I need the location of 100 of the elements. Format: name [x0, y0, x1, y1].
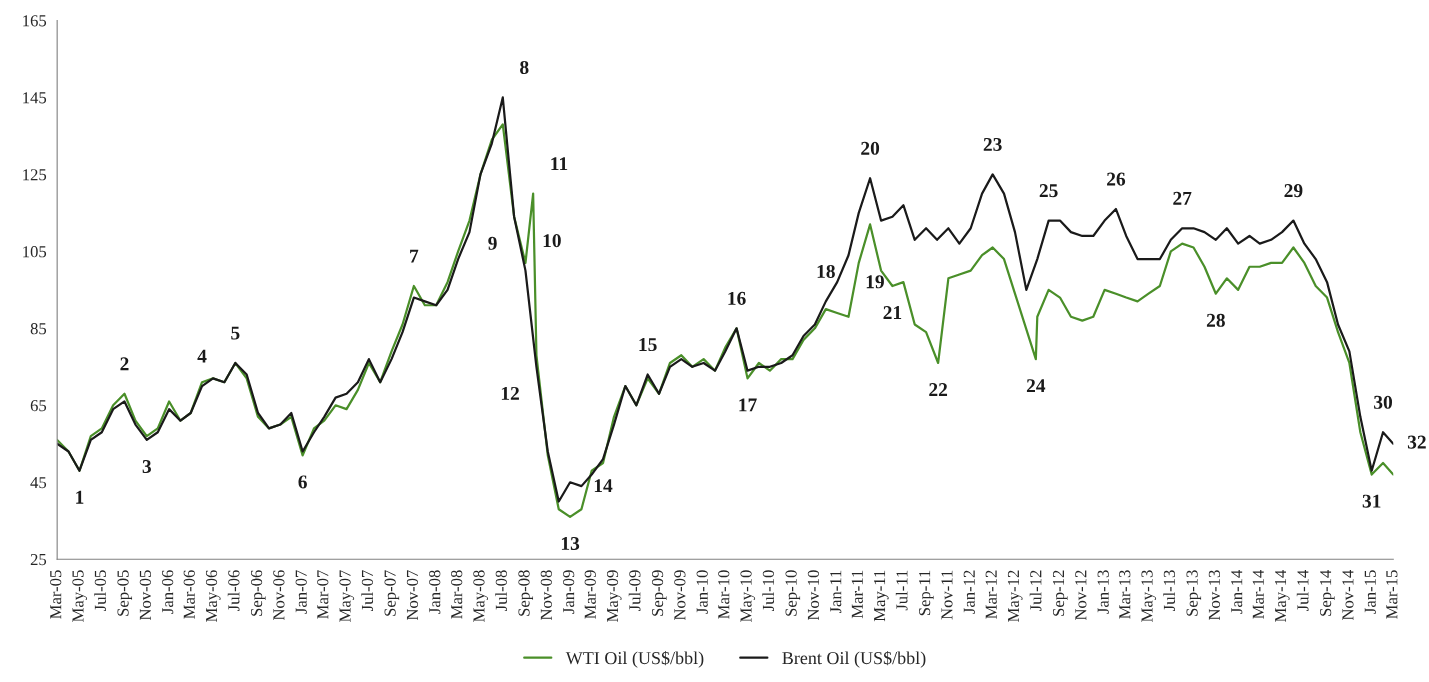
x-tick-label: Sep-05: [117, 570, 133, 616]
y-tick-label: 25: [30, 553, 47, 566]
y-tick-label: 85: [30, 323, 47, 335]
x-tick-label: Sep-09: [651, 570, 667, 616]
annotation: 6: [298, 475, 307, 489]
annotation: 7: [410, 249, 419, 263]
x-tick-label: May-08: [473, 570, 489, 622]
legend-label: Brent Oil (US$/bbl): [782, 650, 926, 668]
x-tick-label: Sep-12: [1052, 570, 1068, 616]
annotation: 27: [1173, 191, 1192, 205]
x-tick-label: Jul-09: [628, 570, 641, 611]
x-tick-label: Jul-08: [495, 570, 507, 611]
x-tick-label: Sep-11: [919, 570, 934, 616]
x-tick-label: Sep-10: [785, 570, 801, 616]
x-tick-label: Jul-11: [895, 570, 908, 611]
y-tick-label: 125: [23, 169, 47, 181]
x-tick-label: May-10: [740, 570, 756, 622]
legend-label: WTI Oil (US$/bbl): [565, 650, 704, 668]
x-tick-label: Nov-14: [1342, 569, 1354, 621]
x-tick-label: May-05: [72, 570, 88, 622]
x-tick-label: Mar-11: [851, 570, 863, 619]
x-tick-label: Jan-12: [963, 570, 975, 614]
y-tick-label: 165: [23, 15, 47, 27]
x-tick-label: Jul-05: [94, 570, 106, 611]
x-tick-label: Mar-15: [1386, 570, 1398, 619]
annotation: 18: [817, 264, 835, 278]
y-tick-label: 105: [23, 246, 47, 258]
y-tick-label: 65: [30, 400, 47, 412]
x-tick-label: May-06: [205, 570, 221, 622]
annotation: 1: [76, 490, 84, 504]
x-tick-label: Mar-07: [317, 570, 329, 619]
x-tick-label: Jan-09: [563, 570, 575, 614]
x-tick-label: Mar-13: [1119, 570, 1131, 619]
x-tick-label: Mar-14: [1252, 569, 1264, 619]
annotation: 8: [520, 60, 529, 75]
annotation: 5: [231, 326, 240, 340]
x-tick-label: Nov-09: [674, 570, 686, 621]
annotation: 29: [1284, 184, 1303, 198]
annotation: 22: [929, 383, 948, 396]
annotation: 23: [983, 137, 1002, 151]
x-tick-label: Jan-15: [1364, 570, 1376, 614]
annotation: 20: [861, 141, 880, 155]
annotation: 32: [1407, 435, 1426, 449]
x-tick-label: Sep-08: [518, 570, 534, 616]
annotation: 13: [561, 536, 580, 551]
x-tick-label: Jul-06: [227, 570, 240, 611]
x-tick-label: Jan-14: [1231, 569, 1243, 614]
annotation: 9: [488, 236, 497, 250]
x-tick-label: Mar-10: [718, 570, 730, 619]
x-tick-label: May-07: [339, 570, 355, 622]
x-tick-label: Mar-12: [985, 570, 997, 619]
annotation: 30: [1374, 395, 1393, 409]
x-tick-label: Sep-14: [1320, 569, 1335, 616]
annotation: 4: [197, 349, 207, 363]
y-tick-label: 45: [30, 477, 47, 489]
annotation: 2: [120, 357, 129, 371]
x-tick-label: May-11: [874, 570, 889, 622]
x-tick-label: Jul-10: [762, 570, 775, 611]
annotation: 28: [1206, 313, 1225, 327]
x-tick-label: Jul-14: [1296, 569, 1309, 611]
x-tick-label: May-14: [1275, 569, 1290, 622]
x-tick-label: May-09: [606, 570, 622, 622]
x-tick-label: Jul-12: [1029, 570, 1042, 611]
x-tick-label: Nov-06: [273, 570, 285, 621]
annotation: 14: [594, 479, 613, 493]
x-tick-label: Nov-12: [1075, 570, 1087, 621]
x-tick-label: Nov-08: [540, 570, 552, 621]
annotation: 10: [543, 234, 561, 248]
x-tick-label: Mar-08: [451, 570, 463, 619]
annotation: 31: [1362, 494, 1381, 508]
x-tick-label: May-12: [1007, 570, 1023, 622]
annotation: 12: [501, 386, 519, 400]
x-tick-label: Jul-07: [361, 570, 374, 611]
y-tick-label: 145: [23, 92, 47, 104]
x-tick-label: Sep-13: [1186, 570, 1202, 616]
annotation: 3: [142, 460, 151, 474]
x-tick-label: May-13: [1141, 570, 1157, 622]
x-tick-label: Nov-10: [807, 570, 820, 621]
x-tick-label: Nov-11: [941, 570, 953, 620]
x-tick-label: Mar-06: [183, 570, 195, 619]
annotation: 26: [1107, 172, 1126, 186]
x-tick-label: Mar-09: [584, 570, 596, 619]
x-tick-label: Jan-13: [1097, 570, 1109, 614]
annotation: 25: [1039, 184, 1058, 198]
x-tick-label: Sep-07: [384, 570, 400, 616]
x-tick-label: Nov-07: [406, 570, 419, 621]
annotation: 19: [866, 275, 884, 289]
annotation: 24: [1026, 379, 1046, 393]
x-tick-label: Mar-05: [50, 570, 62, 619]
x-tick-label: Jan-11: [830, 570, 842, 614]
x-tick-label: Jan-07: [295, 570, 307, 614]
annotation: 15: [639, 338, 657, 352]
annotation: 16: [728, 291, 746, 305]
x-tick-label: Jan-06: [162, 570, 174, 614]
x-tick-label: Jan-08: [429, 570, 441, 614]
x-tick-label: Nov-13: [1208, 570, 1221, 621]
x-tick-label: Jan-10: [696, 570, 708, 614]
annotation: 17: [739, 398, 757, 412]
x-tick-label: Jul-13: [1163, 570, 1175, 611]
annotation: 21: [883, 306, 902, 319]
